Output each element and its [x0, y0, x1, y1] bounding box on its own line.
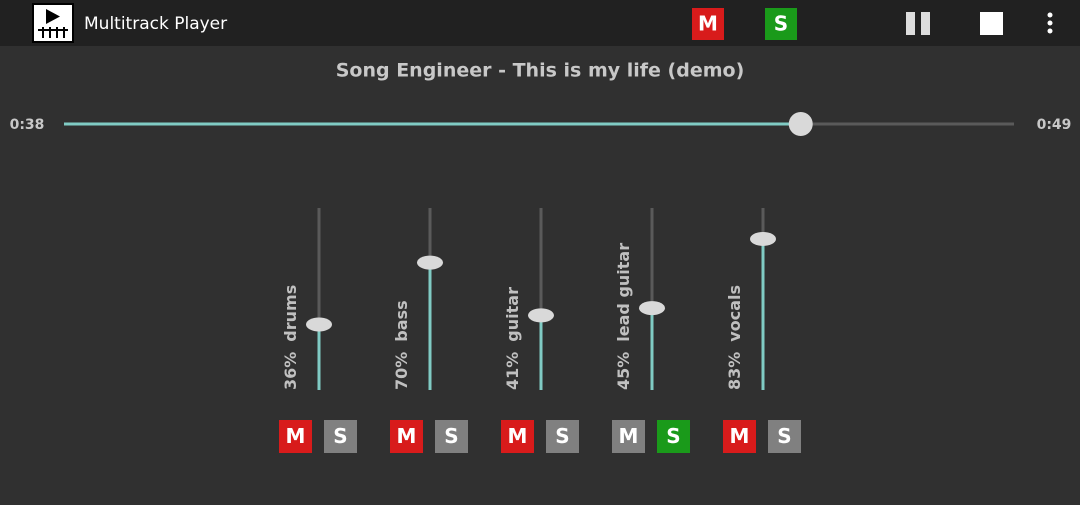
app-bar	[0, 0, 1080, 46]
app-title: Multitrack Player	[84, 14, 227, 34]
solo-label[interactable]: S	[555, 424, 569, 448]
volume-label: 45%	[614, 352, 633, 390]
position-label: 0:38	[10, 117, 45, 133]
solo-label[interactable]: S	[777, 424, 791, 448]
mute-label[interactable]: M	[730, 424, 750, 448]
solo-label[interactable]: S	[333, 424, 347, 448]
volume-label: 41%	[503, 352, 522, 390]
global-solo-button[interactable]: S	[765, 8, 797, 40]
solo-button[interactable]	[546, 420, 579, 453]
track-label: 45% lead guitar	[614, 243, 633, 390]
volume-label: 36%	[281, 352, 300, 390]
track-name: bass	[392, 300, 411, 341]
solo-button[interactable]	[435, 420, 468, 453]
volume-thumb[interactable]	[750, 231, 776, 246]
menu-button[interactable]	[1047, 12, 1053, 34]
volume-label: 83%	[725, 352, 744, 390]
app-icon	[32, 3, 74, 43]
stop-button[interactable]	[980, 12, 1003, 35]
song-title: Song Engineer - This is my life (demo)	[336, 60, 745, 82]
mute-button[interactable]	[279, 420, 312, 453]
mute-label[interactable]: M	[508, 424, 528, 448]
track-label: 70% bass	[392, 300, 411, 390]
track-name: guitar	[503, 287, 522, 342]
volume-thumb[interactable]	[528, 308, 554, 323]
mute-label[interactable]: M	[619, 424, 639, 448]
track-label: 41% guitar	[503, 287, 522, 390]
track-name: lead guitar	[614, 243, 633, 342]
track-label: 83% vocals	[725, 285, 744, 390]
progress-thumb[interactable]	[788, 112, 813, 136]
volume-thumb[interactable]	[639, 301, 665, 316]
mute-button[interactable]	[501, 420, 534, 453]
pause-button[interactable]	[906, 12, 930, 35]
mute-button[interactable]	[390, 420, 423, 453]
global-solo-label[interactable]: S	[774, 12, 788, 36]
solo-label[interactable]: S	[444, 424, 458, 448]
duration-label: 0:49	[1037, 117, 1072, 133]
solo-button[interactable]	[324, 420, 357, 453]
mute-label[interactable]: M	[397, 424, 417, 448]
global-mute-button[interactable]: M	[692, 8, 724, 40]
solo-label[interactable]: S	[666, 424, 680, 448]
volume-thumb[interactable]	[306, 317, 332, 332]
global-mute-label[interactable]: M	[698, 12, 718, 36]
track-label: 36% drums	[281, 285, 300, 390]
track-name: drums	[281, 285, 300, 342]
solo-button[interactable]	[657, 420, 690, 453]
mute-label[interactable]: M	[286, 424, 306, 448]
mute-button[interactable]	[723, 420, 756, 453]
solo-button[interactable]	[768, 420, 801, 453]
track-name: vocals	[725, 285, 744, 342]
mute-button[interactable]	[612, 420, 645, 453]
volume-label: 70%	[392, 352, 411, 390]
volume-thumb[interactable]	[417, 255, 443, 270]
